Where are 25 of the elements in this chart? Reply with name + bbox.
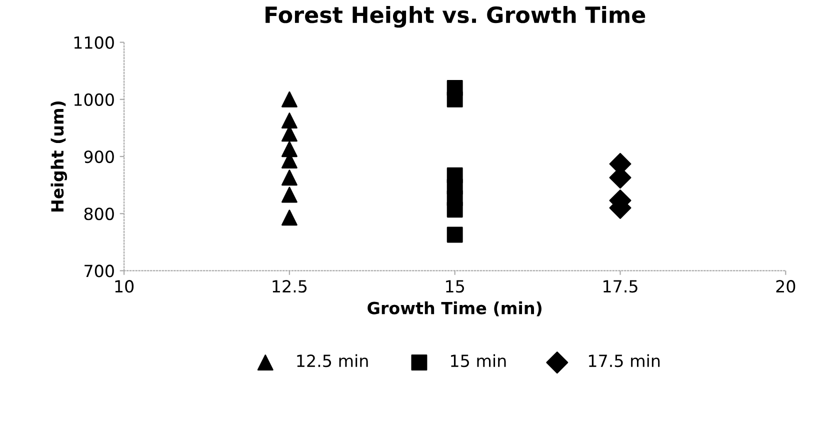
y-tick-label: 900 (84, 150, 114, 164)
legend-label: 17.5 min (588, 354, 660, 368)
point (281, 141, 298, 158)
x-tick-label: 10 (115, 280, 134, 293)
point (281, 170, 298, 186)
legend-label: 15 min (451, 354, 506, 368)
point (281, 112, 298, 129)
point (281, 91, 298, 108)
y-tick-label: 700 (84, 264, 114, 278)
point (281, 210, 298, 226)
point (446, 226, 463, 243)
point (281, 186, 298, 203)
legend-label: 12.5 min (297, 354, 368, 368)
y-tick-label: 800 (84, 208, 114, 220)
x-axis-title: Growth Time (min) (368, 301, 542, 316)
x-tick-label: 15 (446, 280, 464, 293)
y-axis-title: Height (um) (50, 101, 68, 212)
y-tick-label: 1100 (74, 36, 114, 49)
chart-title: Forest Height vs. Growth Time (266, 6, 646, 28)
x-tick-label: 12.5 (272, 280, 307, 293)
y-tick-label: 1000 (74, 93, 114, 106)
point (446, 91, 463, 108)
point (446, 202, 463, 218)
x-tick-label: 20 (776, 280, 796, 293)
x-tick-label: 17.5 (604, 280, 638, 293)
